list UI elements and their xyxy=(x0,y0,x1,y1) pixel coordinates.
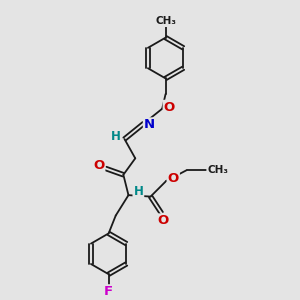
Text: O: O xyxy=(164,101,175,114)
Text: H: H xyxy=(134,185,143,198)
Text: O: O xyxy=(157,214,168,227)
Text: CH₃: CH₃ xyxy=(155,16,176,26)
Text: F: F xyxy=(104,285,113,298)
Text: CH₃: CH₃ xyxy=(207,165,228,175)
Text: O: O xyxy=(168,172,179,185)
Text: H: H xyxy=(110,130,120,143)
Text: N: N xyxy=(144,118,155,131)
Text: O: O xyxy=(93,159,104,172)
